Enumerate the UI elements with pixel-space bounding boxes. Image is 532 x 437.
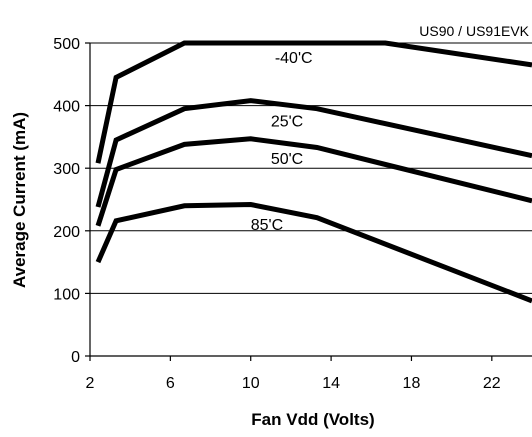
series-line-2 <box>95 136 532 227</box>
series-annotation-0: -40'C <box>275 50 313 67</box>
x-tick-label-22: 22 <box>483 375 501 392</box>
y-tick-label-500: 500 <box>53 36 80 53</box>
x-tick-label-14: 14 <box>322 375 340 392</box>
y-axis-title: Average Current (mA) <box>10 112 29 288</box>
y-tick-label-400: 400 <box>53 99 80 116</box>
series-annotation-3: 85'C <box>251 217 283 234</box>
x-tick-label-18: 18 <box>403 375 421 392</box>
series-line-0 <box>95 40 532 164</box>
series-line-3 <box>95 201 532 304</box>
series-line-1 <box>95 98 532 208</box>
series-annotation-2: 50'C <box>271 151 303 168</box>
plot-frame <box>89 43 532 357</box>
y-axis-ticks: 0 100 200 300 400 500 <box>53 36 90 366</box>
y-tick-label-100: 100 <box>53 286 80 303</box>
x-tick-label-10: 10 <box>242 375 260 392</box>
series-annotations: -40'C 25'C 50'C 85'C <box>251 50 313 234</box>
y-tick-label-300: 300 <box>53 161 80 178</box>
y-tick-label-200: 200 <box>53 224 80 241</box>
gridlines <box>90 42 532 294</box>
x-axis-ticks: 2 6 10 14 18 22 <box>86 356 501 392</box>
x-tick-label-6: 6 <box>166 375 175 392</box>
y-tick-label-0: 0 <box>71 349 80 366</box>
x-axis-title: Fan Vdd (Volts) <box>251 410 374 429</box>
chart-corner-label: US90 / US91EVK <box>419 23 529 39</box>
x-tick-label-2: 2 <box>86 375 95 392</box>
series-annotation-1: 25'C <box>271 113 303 130</box>
series-lines <box>95 40 532 304</box>
